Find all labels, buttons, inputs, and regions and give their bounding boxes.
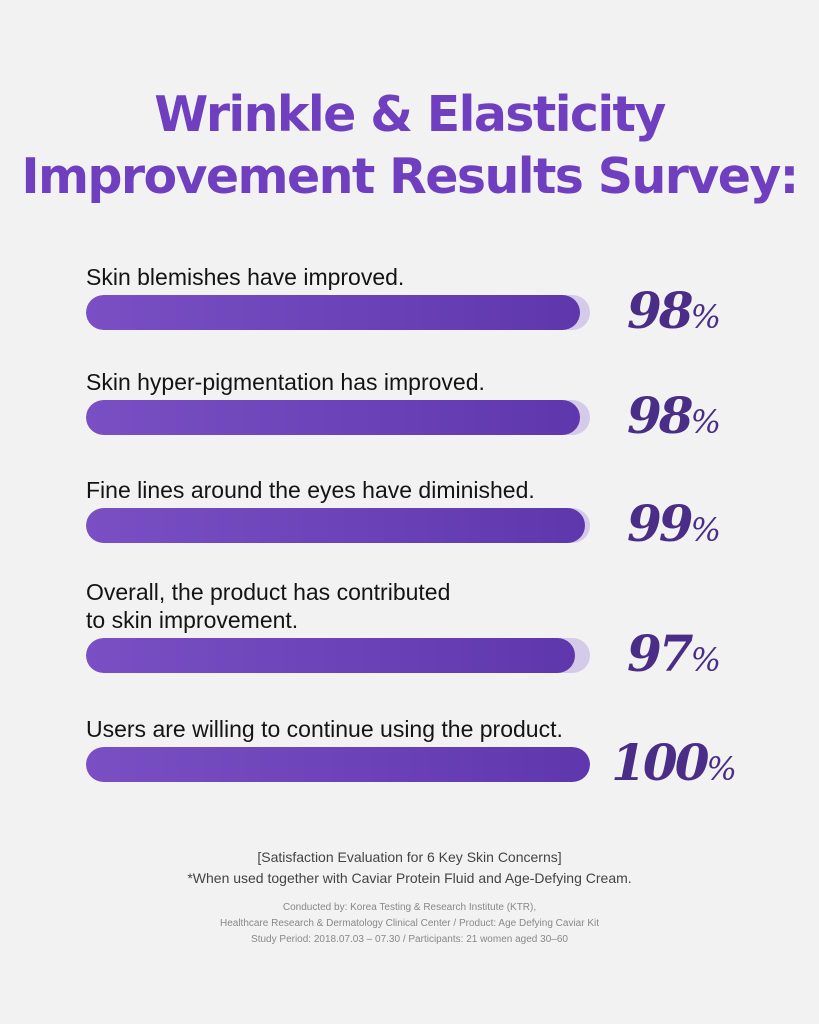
percent-symbol: % bbox=[706, 750, 737, 788]
bar-fill bbox=[86, 508, 585, 543]
bar-track bbox=[86, 747, 590, 782]
bar-value-number: 98 bbox=[627, 386, 694, 445]
bar-track bbox=[86, 295, 590, 330]
survey-row-label: Skin blemishes have improved. bbox=[86, 263, 606, 291]
survey-row-label: Skin hyper-pigmentation has improved. bbox=[86, 368, 606, 396]
bar-value-number: 98 bbox=[627, 281, 694, 340]
survey-row-label: Users are willing to continue using the … bbox=[86, 715, 606, 743]
percent-symbol: % bbox=[690, 403, 721, 441]
survey-bar-chart: Skin blemishes have improved. 98% Skin hyp… bbox=[86, 263, 744, 797]
bar-fill bbox=[86, 400, 580, 435]
survey-row-label-line: Fine lines around the eyes have diminish… bbox=[86, 477, 535, 503]
study-credit: Conducted by: Korea Testing & Research I… bbox=[0, 900, 819, 948]
credit-line-3: Study Period: 2018.07.03 – 07.30 / Parti… bbox=[251, 934, 568, 945]
bar-track bbox=[86, 508, 590, 543]
evaluation-note: [Satisfaction Evaluation for 6 Key Skin … bbox=[257, 849, 562, 865]
bar-track bbox=[86, 400, 590, 435]
percent-symbol: % bbox=[690, 641, 721, 679]
bar-value-number: 97 bbox=[627, 624, 694, 683]
survey-row-label-line: Skin hyper-pigmentation has improved. bbox=[86, 369, 485, 395]
survey-row-label-line: Users are willing to continue using the … bbox=[86, 716, 563, 742]
credit-line-1: Conducted by: Korea Testing & Research I… bbox=[282, 902, 537, 913]
bar-value-label: 100% bbox=[604, 735, 744, 797]
usage-note: *When used together with Caviar Protein … bbox=[187, 870, 632, 886]
percent-symbol: % bbox=[690, 511, 721, 549]
bar-value-label: 97% bbox=[604, 626, 744, 688]
bar-fill bbox=[86, 295, 580, 330]
bar-fill bbox=[86, 638, 575, 673]
bar-value-number: 99 bbox=[627, 494, 694, 553]
bar-value-label: 98% bbox=[604, 283, 744, 345]
page-title-line-2: Improvement Results Survey: bbox=[21, 148, 799, 205]
bar-value-label: 98% bbox=[604, 388, 744, 450]
bar-value-label: 99% bbox=[604, 496, 744, 558]
bar-value-number: 100 bbox=[611, 733, 709, 792]
survey-row-label: Fine lines around the eyes have diminish… bbox=[86, 476, 606, 504]
bar-fill bbox=[86, 747, 590, 782]
credit-line-2: Healthcare Research & Dermatology Clinic… bbox=[219, 918, 600, 929]
survey-row-label-line: to skin improvement. bbox=[86, 607, 299, 633]
page-title: Wrinkle & Elasticity Improvement Results… bbox=[0, 84, 819, 208]
bar-track bbox=[86, 638, 590, 673]
page-title-line-1: Wrinkle & Elasticity bbox=[154, 86, 666, 143]
survey-row-label-line: Skin blemishes have improved. bbox=[86, 264, 405, 290]
survey-row-label: Overall, the product has contributed to s… bbox=[86, 578, 606, 634]
survey-row-label-line: Overall, the product has contributed bbox=[86, 579, 451, 605]
percent-symbol: % bbox=[690, 298, 721, 336]
